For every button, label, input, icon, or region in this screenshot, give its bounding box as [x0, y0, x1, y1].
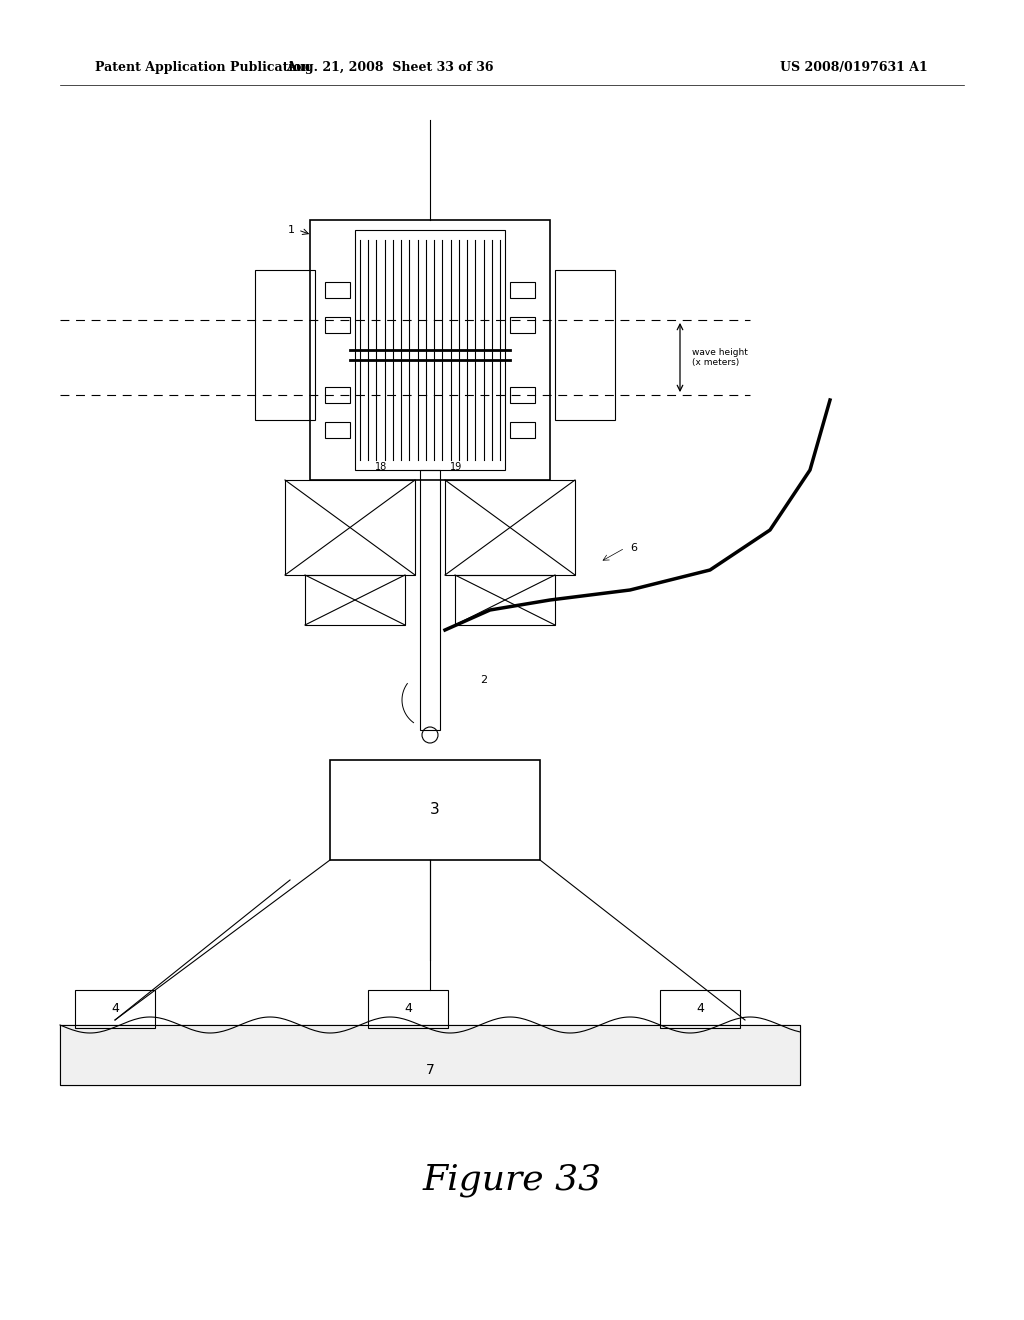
Text: Patent Application Publication: Patent Application Publication [95, 62, 310, 74]
Bar [75, 990, 155, 1028]
Bar [510, 422, 535, 438]
Bar [420, 470, 440, 730]
Text: 7: 7 [426, 1063, 434, 1077]
Bar [325, 282, 350, 298]
Bar [325, 387, 350, 403]
Bar [305, 576, 406, 624]
Bar [285, 480, 415, 576]
Bar [510, 387, 535, 403]
Text: wave height
(x meters): wave height (x meters) [692, 347, 748, 367]
Text: 19: 19 [450, 462, 462, 473]
Bar [325, 317, 350, 333]
Bar [555, 271, 615, 420]
Bar [255, 271, 315, 420]
Bar [355, 230, 505, 470]
Text: Figure 33: Figure 33 [423, 1163, 601, 1197]
Text: US 2008/0197631 A1: US 2008/0197631 A1 [780, 62, 928, 74]
Bar [60, 1026, 800, 1085]
Text: 4: 4 [696, 1002, 703, 1015]
Text: 1: 1 [288, 224, 295, 235]
Bar [330, 760, 540, 861]
Text: 4: 4 [404, 1002, 412, 1015]
Bar [455, 576, 555, 624]
Text: 3: 3 [430, 803, 440, 817]
Text: Aug. 21, 2008  Sheet 33 of 36: Aug. 21, 2008 Sheet 33 of 36 [287, 62, 494, 74]
Text: 6: 6 [630, 543, 637, 553]
Text: 2: 2 [480, 675, 487, 685]
Bar [60, 1026, 800, 1085]
Text: 18: 18 [375, 462, 387, 473]
Bar [368, 990, 449, 1028]
Bar [660, 990, 740, 1028]
Text: 4: 4 [111, 1002, 119, 1015]
Bar [310, 220, 550, 480]
Bar [325, 422, 350, 438]
Bar [510, 317, 535, 333]
Bar [445, 480, 575, 576]
Bar [510, 282, 535, 298]
